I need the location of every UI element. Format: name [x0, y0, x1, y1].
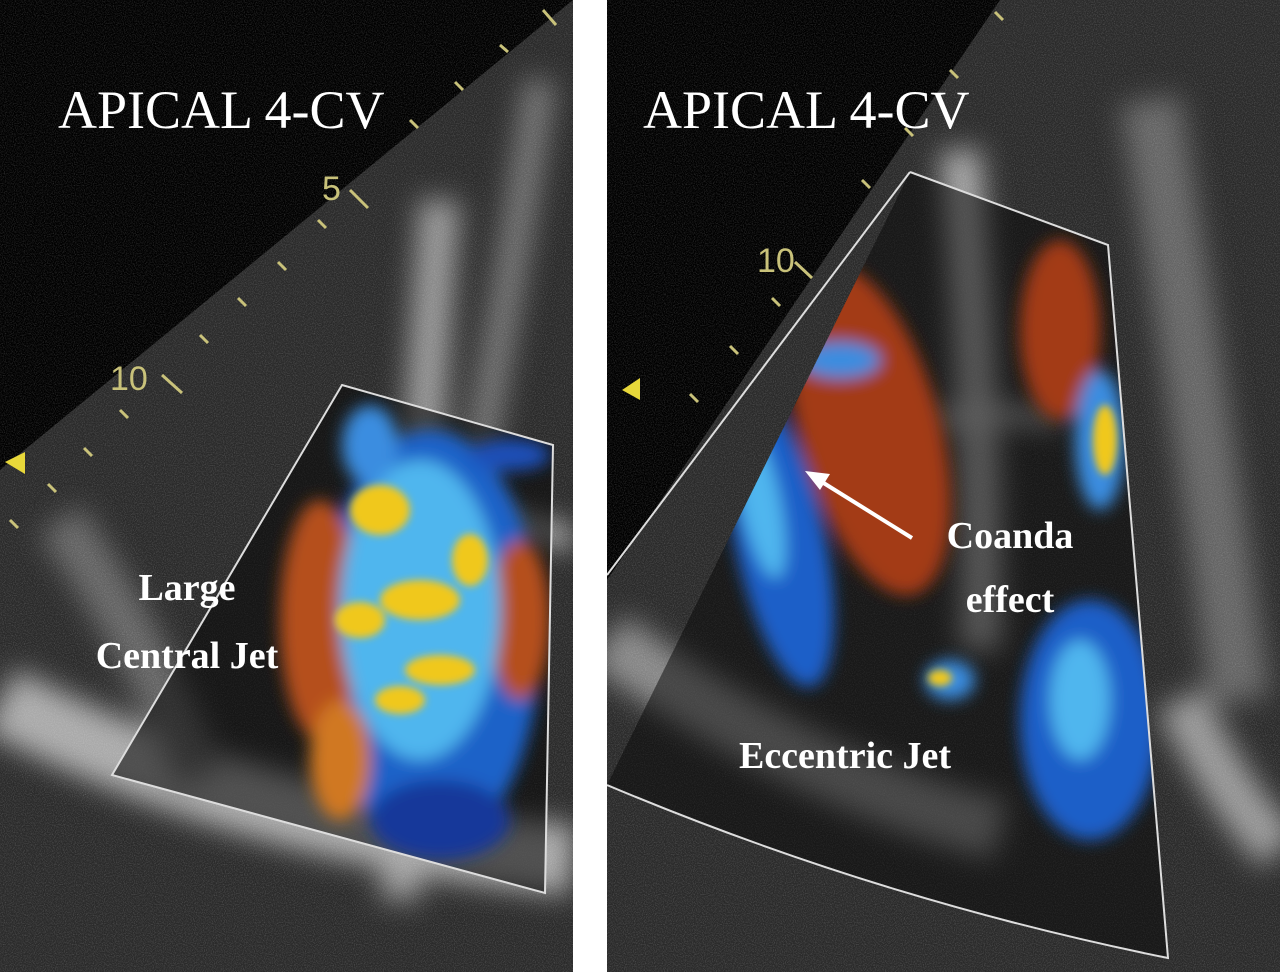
arrow-shaft: [820, 480, 914, 540]
color-doppler: [607, 172, 1168, 958]
arrow-head: [805, 471, 830, 490]
view-title: APICAL 4-CV: [58, 80, 385, 140]
jet-label: Eccentric Jet: [739, 735, 951, 777]
depth-label: 10: [757, 242, 795, 280]
annotation: Large: [138, 567, 235, 609]
depth-ticks: [8, 9, 558, 530]
sector-edge: [607, 171, 911, 576]
annotation: effect: [966, 579, 1055, 621]
marker: [622, 378, 640, 400]
color-box: [607, 171, 1170, 960]
left-panel: APICAL 4-CV 5 10 Large Central Jet: [0, 0, 573, 972]
color-box: [110, 383, 555, 895]
depth-label: 10: [110, 360, 148, 398]
annotation: Coanda: [947, 515, 1074, 557]
view-title: APICAL 4-CV: [643, 80, 970, 140]
marker: [5, 452, 25, 474]
depth-label: 5: [322, 170, 341, 208]
right-panel: APICAL 4-CV 10 Coanda effect Eccentric J…: [607, 0, 1280, 972]
annotation: Central Jet: [96, 635, 279, 677]
depth-ticks: [688, 10, 1005, 404]
